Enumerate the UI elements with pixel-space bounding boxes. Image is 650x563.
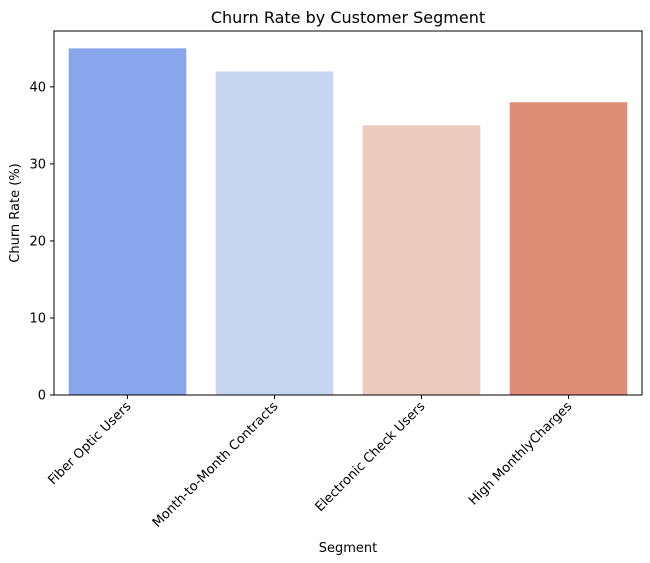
bar-0 (68, 48, 187, 395)
x-axis: Fiber Optic Users Month-to-Month Contract… (45, 395, 575, 531)
y-tick-label-4: 40 (29, 80, 46, 95)
y-tick-label-0: 0 (38, 389, 46, 404)
y-tick-label-2: 20 (29, 234, 46, 249)
x-tick-label-3: High MonthlyCharges (466, 399, 575, 508)
y-axis-label: Churn Rate (%) (8, 163, 23, 262)
bar-3 (509, 102, 628, 395)
bar-1 (215, 71, 334, 395)
bar-2 (362, 125, 481, 396)
x-tick-label-0: Fiber Optic Users (45, 399, 134, 488)
y-tick-label-3: 30 (29, 157, 46, 172)
y-tick-label-1: 10 (29, 311, 46, 326)
x-tick-label-1: Month-to-Month Contracts (150, 399, 282, 531)
x-axis-label: Segment (319, 541, 378, 556)
y-axis: 0 10 20 30 40 (29, 80, 54, 404)
chart-title: Churn Rate by Customer Segment (211, 8, 485, 27)
x-tick-label-2: Electronic Check Users (313, 399, 429, 515)
plot-frame (53, 30, 643, 396)
bars-group (68, 48, 628, 396)
